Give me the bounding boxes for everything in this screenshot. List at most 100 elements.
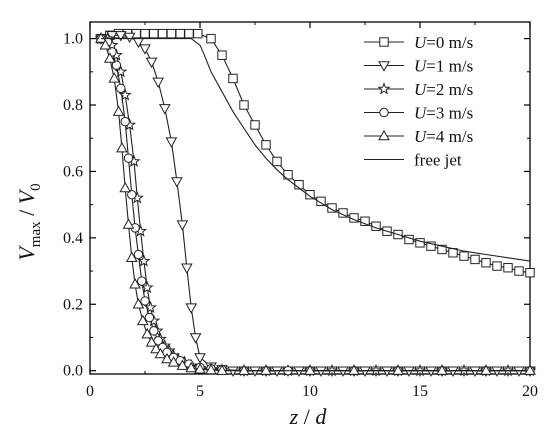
data-point bbox=[145, 336, 158, 347]
axis-titles: Vmax / V0 z / d bbox=[14, 183, 327, 429]
data-point bbox=[145, 57, 158, 69]
legend-label: U=3 m/s bbox=[414, 104, 473, 123]
data-point bbox=[348, 364, 360, 375]
legend-label-variable: U bbox=[414, 104, 428, 123]
data-point bbox=[381, 366, 393, 377]
data-point bbox=[470, 254, 480, 265]
x-tick-label: 20 bbox=[522, 383, 538, 400]
legend-label-variable: U bbox=[414, 80, 428, 99]
data-point bbox=[116, 141, 128, 153]
data-point bbox=[185, 303, 198, 314]
data-point bbox=[337, 366, 349, 377]
legend-label: U=1 m/s bbox=[414, 57, 473, 76]
data-point bbox=[425, 366, 437, 377]
data-point bbox=[436, 364, 448, 375]
data-point bbox=[150, 342, 162, 354]
legend-label-text: =4 m/s bbox=[426, 127, 473, 146]
y-tick-label: 0.8 bbox=[63, 97, 83, 114]
data-point bbox=[524, 364, 536, 375]
data-point bbox=[437, 244, 447, 255]
legend-label-text: =0 m/s bbox=[426, 33, 473, 52]
data-point bbox=[193, 28, 203, 39]
legend-entry: U=1 m/s bbox=[364, 57, 473, 76]
data-point bbox=[137, 254, 151, 267]
legend-label: U=2 m/s bbox=[414, 80, 473, 99]
data-point bbox=[165, 137, 178, 148]
legend-marker bbox=[378, 129, 390, 141]
data-point bbox=[513, 366, 525, 377]
data-point bbox=[260, 364, 272, 375]
data-point bbox=[272, 156, 282, 167]
data-point bbox=[103, 52, 116, 63]
series-free-jet bbox=[101, 38, 531, 262]
data-point bbox=[481, 258, 491, 268]
data-point bbox=[525, 268, 535, 278]
legend-label-text: =1 m/s bbox=[426, 57, 473, 76]
x-tick-label: 10 bbox=[302, 383, 318, 400]
data-point bbox=[238, 364, 250, 375]
data-point bbox=[149, 28, 159, 39]
legend-label: free jet bbox=[414, 151, 462, 170]
legend-marker bbox=[378, 61, 390, 72]
legend-entry: U=4 m/s bbox=[364, 127, 473, 146]
data-point bbox=[205, 363, 217, 375]
data-point bbox=[403, 366, 415, 377]
x-tick-label: 0 bbox=[86, 383, 94, 400]
data-point bbox=[206, 33, 216, 44]
data-point bbox=[283, 170, 293, 180]
data-point bbox=[360, 216, 370, 226]
data-point bbox=[136, 314, 149, 326]
data-point bbox=[167, 356, 180, 367]
data-point bbox=[127, 189, 137, 200]
data-point bbox=[492, 261, 502, 271]
y-tick-label: 1.0 bbox=[63, 31, 83, 48]
data-point bbox=[137, 276, 147, 286]
data-point bbox=[129, 278, 141, 289]
legend-entry: free jet bbox=[364, 151, 462, 170]
data-point bbox=[123, 153, 134, 163]
legend-marker bbox=[379, 37, 389, 47]
data-point bbox=[469, 366, 481, 377]
data-point bbox=[133, 249, 144, 260]
data-point bbox=[114, 31, 127, 42]
legend-entry: U=0 m/s bbox=[364, 33, 473, 52]
data-point bbox=[99, 39, 112, 50]
data-point bbox=[491, 366, 503, 377]
data-point bbox=[459, 251, 469, 261]
legend-marker bbox=[379, 107, 389, 118]
series-layer bbox=[94, 28, 537, 377]
data-point bbox=[180, 263, 193, 274]
data-point bbox=[171, 177, 183, 188]
x-tick-label: 5 bbox=[196, 383, 204, 400]
data-point bbox=[139, 44, 151, 55]
data-point bbox=[185, 361, 198, 373]
data-point bbox=[304, 364, 316, 375]
legend-label-text: free jet bbox=[414, 151, 462, 170]
data-point bbox=[415, 238, 425, 248]
data-point bbox=[106, 31, 118, 42]
data-point bbox=[227, 366, 239, 377]
data-point bbox=[514, 266, 524, 276]
x-axis-title: z / d bbox=[289, 404, 328, 429]
y-tick-label: 0.0 bbox=[63, 363, 83, 380]
data-point bbox=[140, 280, 154, 294]
data-point bbox=[305, 189, 315, 200]
data-point bbox=[194, 353, 206, 364]
data-point bbox=[271, 366, 283, 377]
data-point bbox=[359, 366, 371, 377]
data-point bbox=[249, 366, 261, 377]
legend-marker bbox=[377, 82, 391, 95]
data-point bbox=[480, 364, 492, 375]
data-point bbox=[141, 327, 154, 339]
data-point bbox=[140, 296, 150, 306]
axis-ticks: 0 5 10 15 20 0.0 0.2 0.4 0.6 0.8 1.0 bbox=[63, 22, 538, 400]
data-point bbox=[426, 241, 436, 251]
data-point bbox=[447, 366, 459, 377]
data-point bbox=[293, 366, 305, 377]
data-point bbox=[158, 104, 171, 115]
data-point bbox=[176, 359, 189, 370]
data-point bbox=[216, 364, 228, 375]
data-point bbox=[95, 32, 107, 43]
